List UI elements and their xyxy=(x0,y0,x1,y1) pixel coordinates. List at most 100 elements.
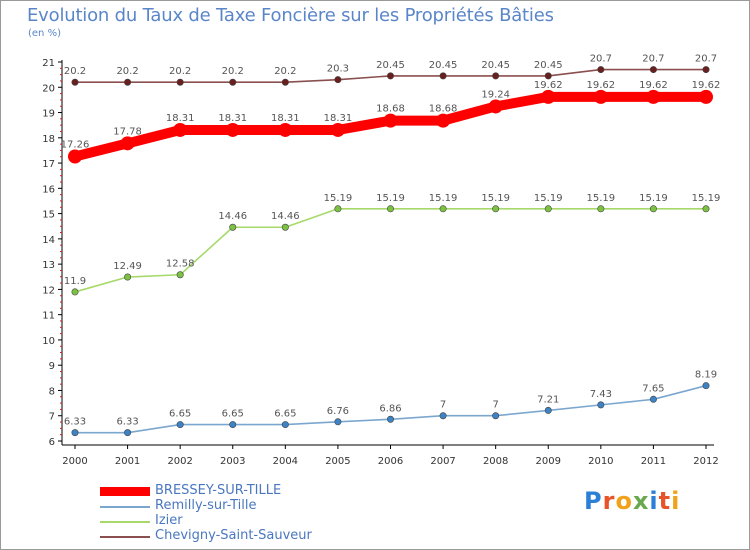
series-line-izier xyxy=(74,207,706,293)
y-tick-label: 15 xyxy=(42,210,55,221)
data-label-bressey-sur-tille: 18.31 xyxy=(324,113,353,124)
data-point-chevigny-saint-sauveur xyxy=(281,78,289,86)
data-label-remilly-sur-tille: 6.76 xyxy=(327,406,349,417)
data-label-chevigny-saint-sauveur: 20.2 xyxy=(169,66,191,77)
data-label-chevigny-saint-sauveur: 20.2 xyxy=(64,66,86,77)
data-label-remilly-sur-tille: 7.21 xyxy=(537,394,559,405)
data-point-chevigny-saint-sauveur xyxy=(649,66,657,74)
data-label-bressey-sur-tille: 18.31 xyxy=(166,113,195,124)
logo-letter: P xyxy=(584,487,603,515)
data-label-chevigny-saint-sauveur: 20.45 xyxy=(534,60,563,71)
data-point-izier xyxy=(439,205,447,213)
data-label-chevigny-saint-sauveur: 20.2 xyxy=(222,66,244,77)
data-point-remilly-sur-tille xyxy=(229,421,237,429)
data-label-izier: 15.19 xyxy=(692,193,721,204)
proxiti-logo: Proxiti xyxy=(584,487,680,515)
legend-swatch xyxy=(100,506,150,508)
data-point-remilly-sur-tille xyxy=(544,406,552,414)
y-tick-label: 12 xyxy=(42,285,55,296)
data-point-bressey-sur-tille xyxy=(488,99,503,114)
data-label-chevigny-saint-sauveur: 20.45 xyxy=(376,60,405,71)
legend-label: Chevigny-Saint-Sauveur xyxy=(155,528,312,543)
data-point-bressey-sur-tille xyxy=(383,113,398,128)
data-point-chevigny-saint-sauveur xyxy=(439,72,447,80)
y-tick-label: 21 xyxy=(42,58,55,69)
data-point-chevigny-saint-sauveur xyxy=(334,76,342,84)
logo-letter: i xyxy=(671,487,681,515)
data-label-izier: 15.19 xyxy=(324,193,353,204)
data-point-izier xyxy=(386,205,394,213)
line-chart: 6 7 8 9 10 11 12 13 14 15 16 17 18 19 20 21 2000 2001 2002… xyxy=(42,54,721,467)
data-point-bressey-sur-tille xyxy=(68,149,82,164)
data-point-izier xyxy=(702,205,710,213)
data-label-chevigny-saint-sauveur: 20.2 xyxy=(116,66,138,77)
x-tick-label: 2010 xyxy=(588,456,613,467)
logo-letter: t xyxy=(658,487,672,515)
data-label-remilly-sur-tille: 6.65 xyxy=(169,409,191,420)
x-tick-label: 2005 xyxy=(325,456,350,467)
chart-legend: BRESSEY-SUR-TILLE Remilly-sur-Tille Izier C… xyxy=(100,484,400,544)
data-point-izier xyxy=(71,288,79,296)
data-point-bressey-sur-tille xyxy=(173,122,188,137)
data-label-bressey-sur-tille: 19.62 xyxy=(639,80,668,91)
data-label-bressey-sur-tille: 18.31 xyxy=(218,113,247,124)
data-label-remilly-sur-tille: 6.33 xyxy=(64,417,86,428)
x-tick-label: 2009 xyxy=(536,456,561,467)
data-label-remilly-sur-tille: 7 xyxy=(492,400,498,411)
data-point-chevigny-saint-sauveur xyxy=(229,78,237,86)
data-label-bressey-sur-tille: 19.62 xyxy=(587,80,616,91)
data-point-chevigny-saint-sauveur xyxy=(492,72,500,80)
data-label-izier: 12.58 xyxy=(166,259,195,270)
data-point-izier xyxy=(281,223,289,231)
data-label-bressey-sur-tille: 19.62 xyxy=(534,80,563,91)
legend-swatch xyxy=(100,521,150,523)
data-point-chevigny-saint-sauveur xyxy=(176,78,184,86)
data-point-chevigny-saint-sauveur xyxy=(124,78,132,86)
x-tick-label: 2001 xyxy=(115,456,140,467)
data-label-chevigny-saint-sauveur: 20.7 xyxy=(590,54,612,65)
x-tick-label: 2003 xyxy=(220,456,245,467)
data-label-bressey-sur-tille: 17.26 xyxy=(61,139,90,150)
data-point-remilly-sur-tille xyxy=(492,412,500,420)
data-label-remilly-sur-tille: 6.65 xyxy=(222,409,244,420)
data-point-bressey-sur-tille xyxy=(278,122,293,137)
chart-subtitle: (en %) xyxy=(28,28,61,39)
x-tick-label: 2002 xyxy=(167,456,192,467)
data-point-chevigny-saint-sauveur xyxy=(386,72,394,80)
y-tick-label: 19 xyxy=(42,109,55,120)
data-point-izier xyxy=(176,271,184,279)
legend-item: Remilly-sur-Tille xyxy=(100,499,400,514)
data-label-bressey-sur-tille: 18.68 xyxy=(429,104,458,115)
legend-item: Chevigny-Saint-Sauveur xyxy=(100,529,400,544)
data-label-chevigny-saint-sauveur: 20.2 xyxy=(274,66,296,77)
logo-letter: i xyxy=(649,487,659,515)
data-point-chevigny-saint-sauveur xyxy=(597,66,605,74)
data-label-remilly-sur-tille: 7 xyxy=(440,400,446,411)
data-label-izier: 11.9 xyxy=(64,276,86,287)
y-tick-label: 6 xyxy=(49,437,55,448)
legend-label: Remilly-sur-Tille xyxy=(155,498,257,513)
data-point-chevigny-saint-sauveur xyxy=(544,72,552,80)
x-tick-label: 2011 xyxy=(641,456,666,467)
data-point-izier xyxy=(124,273,132,281)
y-tick-label: 16 xyxy=(42,184,55,195)
legend-swatch xyxy=(100,487,150,496)
chart-title: Evolution du Taux de Taxe Foncière sur l… xyxy=(27,5,554,26)
data-label-izier: 15.19 xyxy=(481,193,510,204)
y-tick-label: 9 xyxy=(49,361,55,372)
data-label-remilly-sur-tille: 6.86 xyxy=(379,403,401,414)
data-point-izier xyxy=(334,205,342,213)
legend-item: Izier xyxy=(100,514,400,529)
data-point-remilly-sur-tille xyxy=(702,382,710,390)
y-tick-label: 7 xyxy=(49,412,55,423)
data-point-bressey-sur-tille xyxy=(699,89,713,104)
data-label-bressey-sur-tille: 18.31 xyxy=(271,113,300,124)
data-point-remilly-sur-tille xyxy=(281,421,289,429)
data-label-remilly-sur-tille: 7.43 xyxy=(590,389,612,400)
data-label-izier: 15.19 xyxy=(429,193,458,204)
data-label-izier: 14.46 xyxy=(271,211,300,222)
x-tick-label: 2004 xyxy=(273,456,298,467)
x-tick-label: 2007 xyxy=(430,456,455,467)
data-label-izier: 12.49 xyxy=(113,261,142,272)
data-label-izier: 15.19 xyxy=(534,193,563,204)
